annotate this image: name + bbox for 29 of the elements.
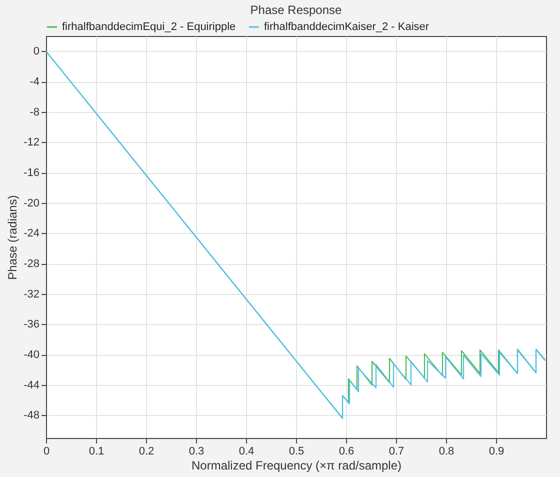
x-tick-label: 0.8 bbox=[438, 446, 454, 458]
x-tick-label: 0.5 bbox=[288, 446, 304, 458]
x-axis-title: Normalized Frequency (×π rad/sample) bbox=[191, 458, 402, 472]
y-tick-label: -8 bbox=[30, 106, 40, 118]
line-series bbox=[46, 50, 546, 419]
y-tick-label: -40 bbox=[24, 349, 40, 362]
y-tick-label: -48 bbox=[24, 410, 40, 422]
y-tick-label: -32 bbox=[24, 288, 40, 300]
x-tick-label: 0.9 bbox=[488, 446, 504, 458]
x-tick-label: 0.7 bbox=[388, 446, 404, 458]
x-tick-label: 0.4 bbox=[238, 446, 254, 458]
y-tick-label: -20 bbox=[24, 197, 40, 210]
x-tick-label: 0.6 bbox=[338, 446, 354, 458]
y-tick-label: -28 bbox=[24, 258, 40, 270]
x-tick-label: 0.1 bbox=[88, 446, 104, 458]
y-tick-label: -4 bbox=[30, 76, 40, 88]
y-tick-label: -36 bbox=[24, 318, 40, 331]
y-tick-label: -12 bbox=[24, 136, 40, 149]
x-tick-label: 0.3 bbox=[188, 446, 204, 458]
y-axis-title: Phase (radians) bbox=[6, 195, 20, 280]
y-tick-label: -16 bbox=[24, 167, 40, 180]
x-tick-label: 0.2 bbox=[138, 446, 154, 458]
text: firhalfbanddecimEqui_2 - Equiripple bbox=[62, 21, 236, 33]
y-tick-label: -44 bbox=[24, 379, 40, 392]
y-tick-label: 0 bbox=[33, 46, 40, 58]
legend-label: firhalfbanddecimKaiser_2 - Kaiser bbox=[264, 21, 430, 33]
chart-title: Phase Response bbox=[250, 3, 342, 17]
x-tick-label: 0 bbox=[43, 446, 50, 458]
y-tick-label: -24 bbox=[24, 228, 40, 240]
